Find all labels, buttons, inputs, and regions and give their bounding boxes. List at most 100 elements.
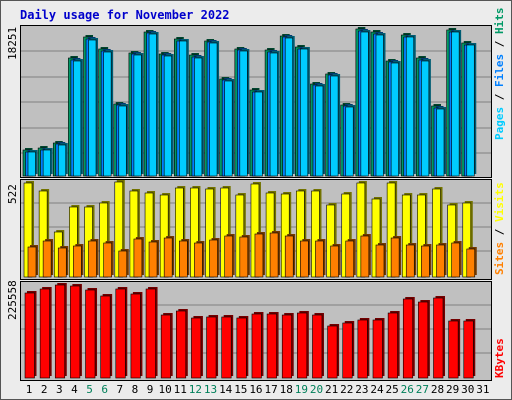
bar-kbytes [176,310,187,379]
bar-kbytes [387,312,398,379]
bar-kbytes [463,320,474,379]
bar-pages [118,105,127,177]
panel-top: 18251 Pages / Files / Hits [6,8,506,178]
bar-sites [254,233,264,278]
panel-bottom: 225558 KBytes [6,280,506,381]
bar-kbytes [236,317,247,379]
bar-pages [345,106,354,177]
legend-visits: Visits [493,182,506,222]
bar-pages [436,108,445,177]
bar-pages [284,37,294,177]
panel-bottom-max-label: 225558 [6,280,19,320]
bar-pages [27,151,36,177]
panel-middle-max-label: 522 [6,184,19,204]
day-label: 9 [147,383,154,396]
bar-sites [224,235,233,278]
day-label: 10 [159,383,172,396]
bar-sites [27,246,37,278]
chart-title: Daily usage for November 2022 [20,8,230,22]
bar-sites [88,240,97,278]
bar-pages [330,75,339,177]
bar-kbytes [327,325,338,379]
day-label: 28 [431,383,444,396]
bar-kbytes [266,313,277,379]
bar-kbytes [206,316,217,379]
bar-sites [300,240,309,278]
bar-sites [330,245,339,278]
bar-pages [88,39,97,177]
bar-sites [239,236,249,278]
bar-sites [421,245,430,278]
bar-pages [194,57,203,177]
bar-pages [375,34,384,177]
bar-sites [315,240,324,278]
bar-kbytes [85,289,96,379]
bar-sites [179,240,188,278]
bar-sites [57,247,67,278]
panel-top-right-label: Pages / Files / Hits [493,8,506,141]
day-label: 18 [280,383,293,396]
x-axis-day-labels: 1 2 3 4 5 6 7 8 9 10 11 12 13 14 15 16 17 18 19 20 21 22 23 24 2… [26,383,490,396]
bar-sites [209,239,218,278]
day-label: 11 [174,383,187,396]
bar-sites [73,245,82,278]
bar-kbytes [100,295,111,379]
legend-sep: / [493,222,506,242]
bar-pages [360,31,369,177]
day-label: 21 [325,383,338,396]
bar-pages [300,48,309,177]
legend-sites: Sites [493,242,506,275]
bar-sites [284,235,294,278]
bar-pages [405,36,415,177]
day-label: 14 [219,383,233,396]
bar-kbytes [145,288,156,379]
bar-kbytes [357,319,368,379]
bar-pages [42,149,51,177]
day-label: 31 [476,383,489,396]
day-label: 15 [234,383,247,396]
bar-kbytes [281,314,293,379]
bar-kbytes [251,313,262,379]
bar-sites [451,242,460,278]
bar-kbytes [448,320,459,379]
day-label: 4 [71,383,78,396]
day-label: 26 [401,383,414,396]
day-label: 1 [26,383,33,396]
bar-sites [103,242,112,278]
bar-sites [466,248,476,278]
bar-pages [451,31,460,177]
day-label: 6 [101,383,108,396]
bar-kbytes [402,298,414,379]
bar-pages [163,55,172,177]
bar-kbytes [221,316,232,379]
bar-kbytes [312,314,323,379]
bar-sites [148,241,158,278]
panel-top-bars [22,27,477,177]
panel-top-max-label: 18251 [6,27,19,60]
day-label: 20 [310,383,323,396]
bar-pages [390,62,399,177]
bar-pages [209,42,218,177]
bar-sites [163,237,173,278]
legend-kbytes: KBytes [493,338,506,378]
bar-sites [345,240,355,278]
legend-files: Files [493,54,506,87]
day-label: 16 [249,383,262,396]
bar-pages [239,50,248,177]
bar-pages [421,60,430,177]
panel-middle: 522 Sites / Visits [6,179,506,280]
panel-middle-right-label: Sites / Visits [493,182,506,275]
bar-kbytes [130,293,141,379]
bar-kbytes [418,301,429,379]
panel-bottom-right-label: KBytes [493,338,506,378]
legend-pages: Pages [493,107,506,140]
bar-sites [360,235,370,278]
bar-pages [315,85,324,177]
legend-hits: Hits [493,8,506,35]
day-label: 19 [295,383,308,396]
bar-pages [148,33,157,177]
bar-kbytes [39,288,50,379]
day-label: 30 [461,383,474,396]
bar-sites [269,232,279,278]
